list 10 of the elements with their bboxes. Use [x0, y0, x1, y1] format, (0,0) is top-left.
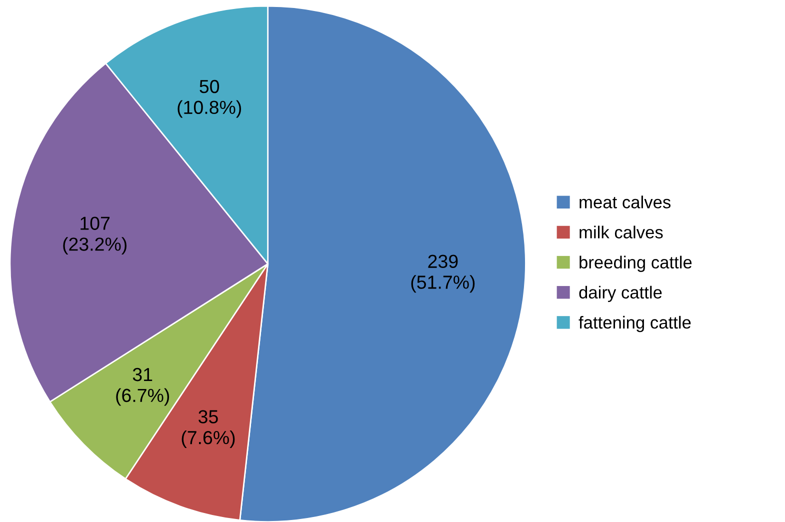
data-label: 35 (7.6%): [182, 410, 235, 448]
legend-label: breeding cattle: [580, 256, 692, 272]
legend-label: meat calves: [580, 196, 671, 208]
legend-label: fattening cattle: [578, 316, 691, 332]
data-label: 239 (51.7%): [411, 254, 475, 293]
legend-label: dairy cattle: [579, 286, 662, 302]
data-label: 50 (10.8%): [178, 80, 242, 118]
legend-label: milk calves: [580, 226, 663, 238]
data-label: 31 (6.7%): [116, 368, 170, 406]
data-label: 107 (23.2%): [63, 216, 126, 255]
